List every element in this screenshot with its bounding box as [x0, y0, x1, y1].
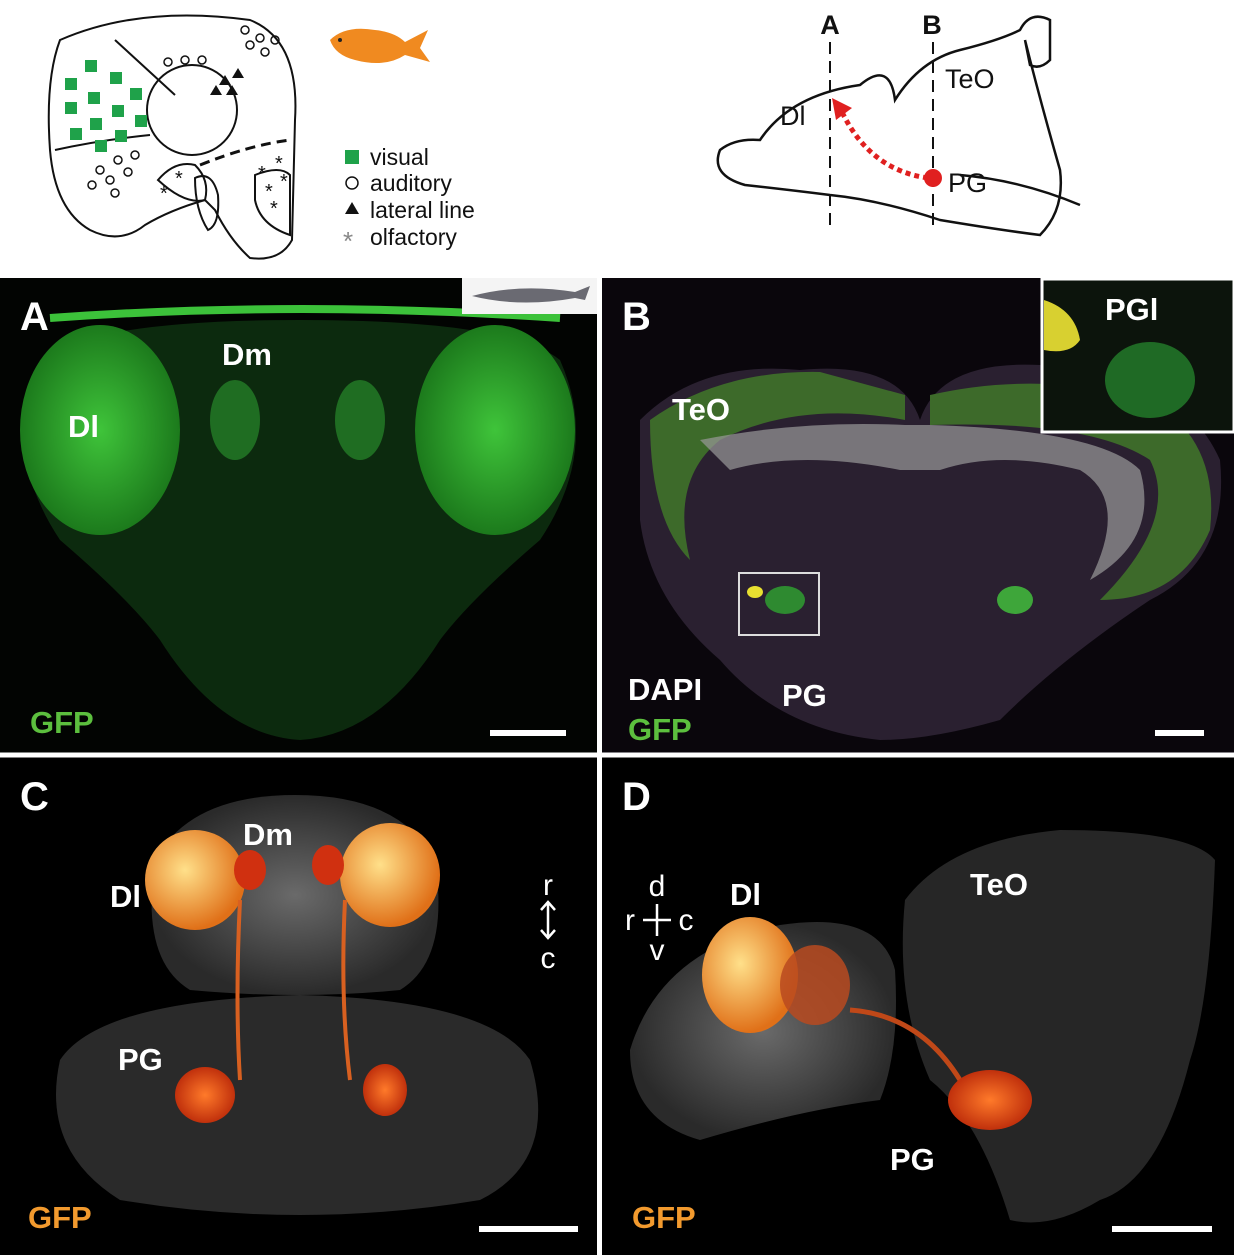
- region-label: Dl: [68, 409, 99, 444]
- stain-label: GFP: [30, 705, 94, 740]
- arrow-head: [832, 98, 852, 120]
- stain-label: GFP: [28, 1200, 92, 1235]
- axis-label: r: [625, 904, 635, 937]
- region-label: Dm: [222, 337, 272, 372]
- svg-text:*: *: [160, 183, 168, 205]
- region-label: Dl: [110, 879, 141, 914]
- section-label: A: [820, 10, 840, 40]
- region-label: PG: [118, 1042, 163, 1077]
- axis-arrow: [643, 904, 671, 936]
- pg-dot: [924, 169, 942, 187]
- axis-label: d: [649, 870, 666, 903]
- region-label: Dl: [780, 101, 806, 131]
- svg-text:*: *: [275, 153, 283, 175]
- svg-text:*: *: [270, 198, 278, 220]
- legend-icon: *: [343, 226, 353, 256]
- svg-text:*: *: [175, 168, 183, 190]
- axis-arrow: [540, 900, 556, 940]
- visual-markers: [65, 60, 147, 152]
- brain-schematic: [47, 14, 297, 260]
- region-label: Dl: [730, 877, 761, 912]
- olfactory-markers: ** * ** **: [160, 153, 288, 220]
- panel-a: A Dm Dl GFP: [0, 278, 597, 753]
- svg-text:*: *: [265, 181, 273, 203]
- region-label: TeO: [970, 867, 1028, 902]
- legend-label: auditory: [370, 170, 452, 196]
- panel-b: B TeO PG PGl DAPI GFP: [602, 277, 1234, 753]
- projection-arrow: [839, 110, 929, 181]
- lateral-line-markers: [210, 68, 244, 95]
- svg-text:*: *: [258, 163, 266, 185]
- inset-label: PGl: [1105, 292, 1158, 327]
- panel-d: D Dl TeO PG GFP d r c v: [602, 757, 1234, 1255]
- panel-letter: C: [20, 775, 49, 819]
- region-label: PG: [948, 168, 987, 198]
- legend-icon: [345, 150, 359, 164]
- stain-label: GFP: [628, 712, 692, 747]
- panel-letter: D: [622, 775, 651, 819]
- axis-label: c: [679, 904, 694, 937]
- region-label: PG: [890, 1142, 935, 1177]
- panel-letter: A: [20, 295, 49, 339]
- axis-label: v: [650, 934, 665, 967]
- panel-c: C Dm Dl PG GFP r c: [0, 757, 597, 1255]
- section-label: B: [922, 10, 942, 40]
- legend-label: visual: [370, 144, 429, 170]
- region-label: TeO: [945, 64, 995, 94]
- legend-icon: [345, 202, 359, 214]
- auditory-markers: [87, 25, 280, 198]
- legend-label: lateral line: [370, 197, 475, 223]
- region-label: TeO: [672, 392, 730, 427]
- region-label: PG: [782, 678, 827, 713]
- goldfish: [330, 28, 430, 64]
- stain-label: DAPI: [628, 672, 702, 707]
- legend-label: olfactory: [370, 224, 457, 250]
- axis-label: r: [543, 869, 553, 902]
- sagittal-outline: [716, 15, 1081, 237]
- axis-label: c: [541, 942, 556, 975]
- region-label: Dm: [243, 817, 293, 852]
- stain-label: GFP: [632, 1200, 696, 1235]
- panel-letter: B: [622, 295, 651, 339]
- svg-text:*: *: [280, 171, 288, 193]
- legend-icon: [345, 176, 359, 190]
